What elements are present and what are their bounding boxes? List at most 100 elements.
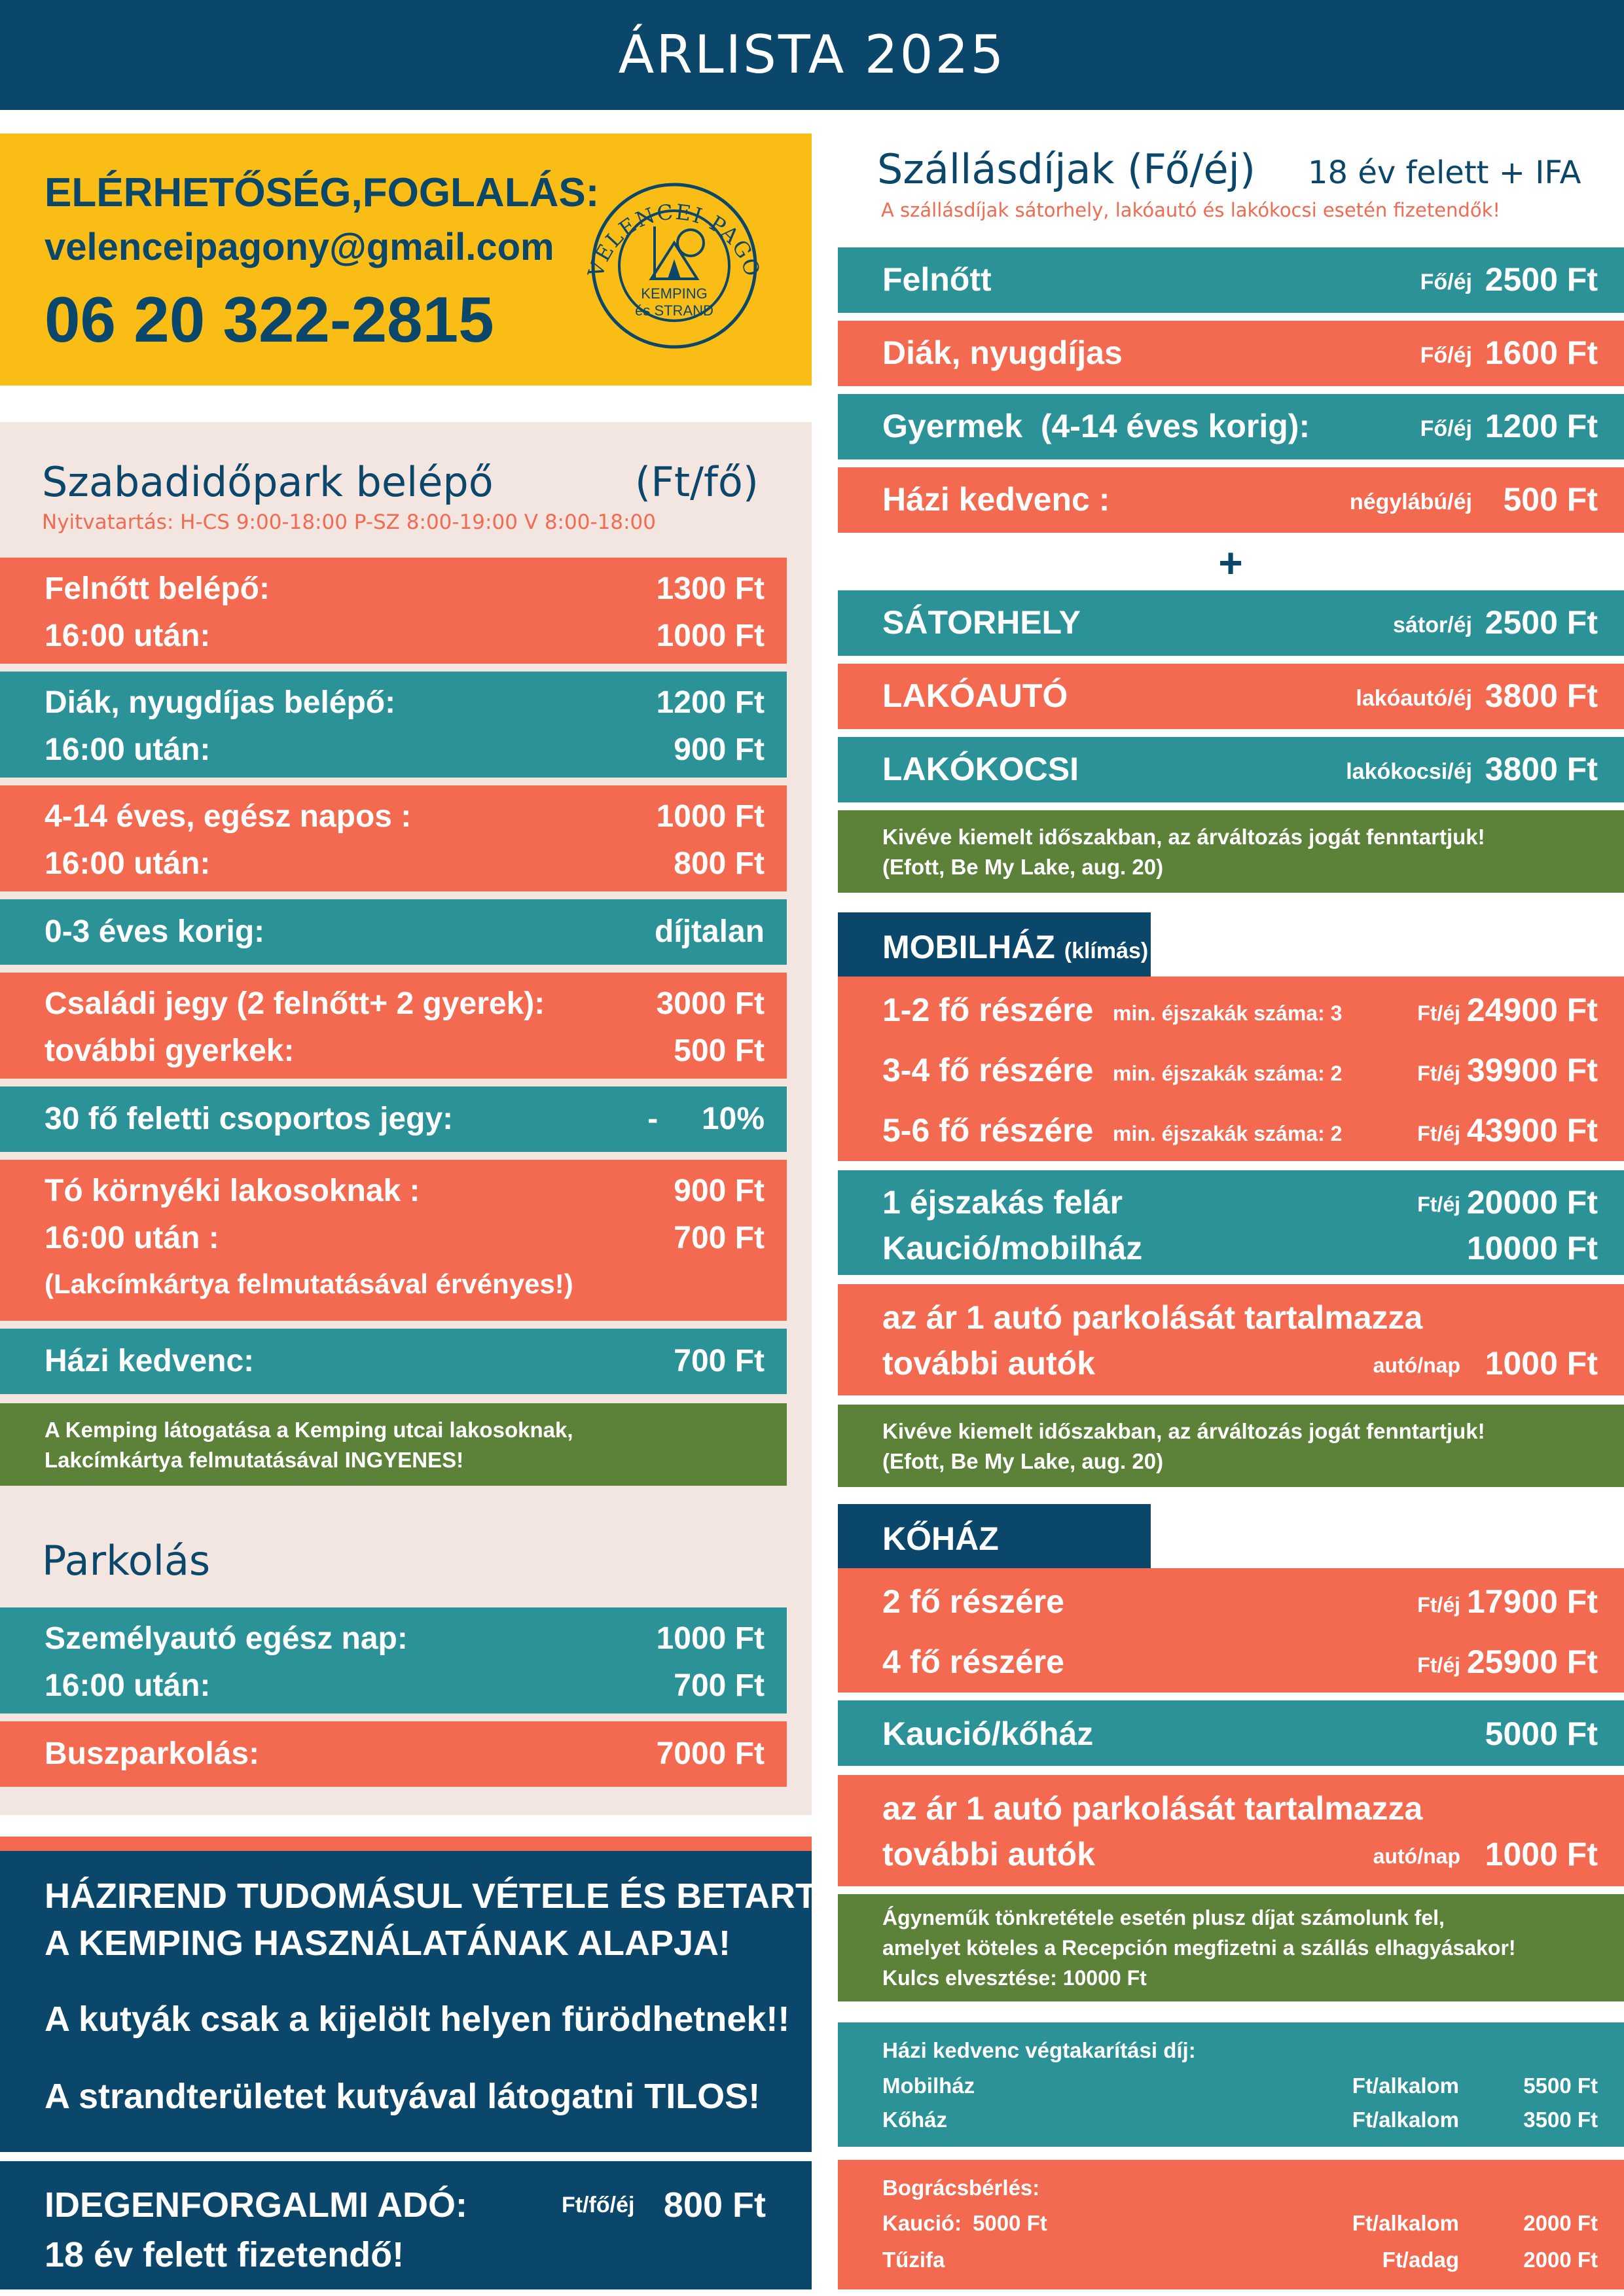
contact-phone[interactable]: 06 20 322-2815 bbox=[45, 283, 494, 355]
mobilhaz-row-label: 3-4 fő részére bbox=[882, 1052, 1094, 1088]
place-row-label: LAKÓKOCSI bbox=[882, 751, 1079, 787]
parking-car-row: Személyautó egész nap: 1000 Ft 16:00 utá… bbox=[0, 1607, 787, 1713]
park-row-value: 1200 Ft bbox=[656, 685, 765, 720]
park-row-value: 3000 Ft bbox=[656, 986, 765, 1021]
place-row-unit: lakóautó/éj bbox=[1356, 686, 1472, 711]
mobilhaz-note-line: Kivéve kiemelt időszakban, az árváltozás… bbox=[882, 1419, 1485, 1443]
acc-row-value: 500 Ft bbox=[1503, 481, 1598, 518]
park-row-label: 16:00 után: bbox=[45, 846, 211, 881]
acc-row-unit: négylábú/éj bbox=[1349, 490, 1472, 514]
kohaz-prices: 2 fő részére Ft/éj 17900 Ft 4 fő részére… bbox=[838, 1568, 1624, 1693]
house-rules: HÁZIREND TUDOMÁSUL VÉTELE ÉS BETARTÁSA A… bbox=[0, 1851, 892, 2152]
mobilhaz-title-sub: (klímás) bbox=[1064, 939, 1149, 963]
accommodation-note-line: (Efott, Be My Lake, aug. 20) bbox=[882, 855, 1164, 879]
bogracs-deposit-label: Kaució: bbox=[882, 2211, 962, 2235]
mobilhaz-row-unit: Ft/éj bbox=[1417, 1062, 1460, 1085]
park-row-value: 700 Ft bbox=[674, 1221, 765, 1255]
accommodation-note: Kivéve kiemelt időszakban, az árváltozás… bbox=[838, 810, 1624, 893]
park-row-label: Tó környéki lakosoknak : bbox=[45, 1174, 420, 1208]
acc-row-unit: Fő/éj bbox=[1420, 343, 1472, 368]
place-row-value: 3800 Ft bbox=[1485, 751, 1598, 787]
contact-email[interactable]: velenceipagony@gmail.com bbox=[45, 226, 554, 268]
park-row-label: további gyerkek: bbox=[45, 1033, 295, 1068]
tax-note: 18 év felett fizetendő! bbox=[45, 2235, 405, 2274]
pet-cleaning: Házi kedvenc végtakarítási díj: Mobilház… bbox=[838, 2022, 1624, 2147]
park-row-value: díjtalan bbox=[654, 914, 765, 949]
park-row-value: 900 Ft bbox=[674, 732, 765, 767]
kohaz-row-label: 2 fő részére bbox=[882, 1583, 1064, 1620]
place-row-value: 3800 Ft bbox=[1485, 677, 1598, 714]
rules-line: HÁZIREND TUDOMÁSUL VÉTELE ÉS BETARTÁSA bbox=[45, 1876, 892, 1916]
acc-row-unit: Fő/éj bbox=[1420, 270, 1472, 295]
acc-row-value: 2500 Ft bbox=[1485, 261, 1598, 298]
park-row-label: 0-3 éves korig: bbox=[45, 914, 265, 949]
pet-cleaning-value: 5500 Ft bbox=[1523, 2073, 1598, 2098]
page-title: ÁRLISTA 2025 bbox=[618, 24, 1006, 85]
park-row-adult: Felnőtt belépő: 1300 Ft 16:00 után: 1000… bbox=[0, 558, 787, 664]
pet-cleaning-unit: Ft/alkalom bbox=[1352, 2073, 1459, 2098]
place-row-unit: lakókocsi/éj bbox=[1346, 759, 1472, 784]
mobilhaz-row-min: min. éjszakák száma: 2 bbox=[1113, 1062, 1343, 1085]
mobilhaz-parking-unit: autó/nap bbox=[1373, 1354, 1460, 1377]
tax-label: IDEGENFORGALMI ADÓ: bbox=[45, 2185, 467, 2225]
contact-box: ELÉRHETŐSÉG,FOGLALÁS: velenceipagony@gma… bbox=[0, 134, 812, 386]
park-row-label: 4-14 éves, egész napos : bbox=[45, 799, 412, 834]
place-row-motorhome: LAKÓAUTÓ lakóautó/éj 3800 Ft bbox=[838, 664, 1624, 729]
kohaz-note-line: Kulcs elvesztése: 10000 Ft bbox=[882, 1966, 1147, 1990]
accommodation-title-right: 18 év felett + IFA bbox=[1308, 154, 1581, 191]
parking-bus-value: 7000 Ft bbox=[656, 1736, 765, 1771]
place-row-label: LAKÓAUTÓ bbox=[882, 677, 1068, 714]
acc-row-unit: Fő/éj bbox=[1420, 416, 1472, 441]
parking-car-after-label: 16:00 után: bbox=[45, 1668, 211, 1703]
kohaz-deposit: Kaució/kőház 5000 Ft bbox=[838, 1700, 1624, 1766]
kohaz-tab: KŐHÁZ bbox=[838, 1504, 1151, 1568]
park-note-line: A Kemping látogatása a Kemping utcai lak… bbox=[45, 1418, 573, 1442]
kohaz-row-value: 17900 Ft bbox=[1466, 1583, 1598, 1620]
bogracs-wood-unit: Ft/adag bbox=[1382, 2248, 1459, 2272]
acc-row-child: Gyermek (4-14 éves korig): Fő/éj 1200 Ft bbox=[838, 394, 1624, 459]
mobilhaz-note-line: (Efott, Be My Lake, aug. 20) bbox=[882, 1449, 1164, 1473]
park-title: Szabadidőpark belépő bbox=[42, 458, 494, 506]
svg-text:VELENCEI PAGONY: VELENCEI PAGONY bbox=[576, 181, 765, 281]
park-row-note: (Lakcímkártya felmutatásával érvényes!) bbox=[45, 1268, 573, 1299]
kohaz-note-line: amelyet köteles a Recepción megfizetni a… bbox=[882, 1936, 1516, 1960]
accommodation-title: Szállásdíjak (Fő/éj) bbox=[877, 145, 1256, 193]
park-row-label: Házi kedvenc: bbox=[45, 1344, 255, 1378]
park-row-value: 900 Ft bbox=[674, 1174, 765, 1208]
mobilhaz-extra-unit: Ft/éj bbox=[1417, 1193, 1460, 1216]
pet-cleaning-label: Mobilház bbox=[882, 2073, 975, 2098]
acc-row-label: Felnőtt bbox=[882, 261, 992, 298]
kohaz-note-line: Ágyneműk tönkretétele esetén plusz díjat… bbox=[882, 1906, 1445, 1929]
tax-unit: Ft/fő/éj bbox=[562, 2193, 635, 2217]
parking-car-after-value: 700 Ft bbox=[674, 1668, 765, 1703]
mobilhaz-row-value: 24900 Ft bbox=[1466, 992, 1598, 1028]
park-row-label: 16:00 után : bbox=[45, 1221, 219, 1255]
mobilhaz-extra-label: 1 éjszakás felár bbox=[882, 1184, 1123, 1221]
kohaz-row-unit: Ft/éj bbox=[1417, 1593, 1460, 1617]
park-row-value: - 10% bbox=[647, 1102, 765, 1136]
mobilhaz-deposit-label: Kaució/mobilház bbox=[882, 1230, 1143, 1266]
parking-car-value: 1000 Ft bbox=[656, 1621, 765, 1656]
mobilhaz-row-value: 39900 Ft bbox=[1466, 1052, 1598, 1088]
mobilhaz-row-unit: Ft/éj bbox=[1417, 1001, 1460, 1025]
bogracs-title: Bográcsbérlés: bbox=[882, 2176, 1040, 2200]
bogracs-wood-label: Tűzifa bbox=[882, 2248, 945, 2272]
mobilhaz-tab: MOBILHÁZ (klímás) bbox=[838, 912, 1151, 977]
place-row-unit: sátor/éj bbox=[1393, 613, 1472, 637]
parking-title: Parkolás bbox=[42, 1537, 211, 1585]
mobilhaz-parking: az ár 1 autó parkolását tartalmazza tová… bbox=[838, 1284, 1624, 1395]
acc-row-label: Gyermek (4-14 éves korig): bbox=[882, 408, 1310, 444]
header-bar: ÁRLISTA 2025 bbox=[0, 0, 1624, 110]
park-row-value: 800 Ft bbox=[674, 846, 765, 881]
mobilhaz-row-value: 43900 Ft bbox=[1466, 1112, 1598, 1149]
mobilhaz-extra: 1 éjszakás felár Ft/éj 20000 Ft Kaució/m… bbox=[838, 1170, 1624, 1275]
mobilhaz-title-text: MOBILHÁZ bbox=[882, 929, 1055, 965]
rules-line: A strandterületet kutyával látogatni TIL… bbox=[45, 2077, 761, 2116]
park-row-label: Felnőtt belépő: bbox=[45, 571, 270, 606]
logo-line1: KEMPING bbox=[641, 285, 707, 302]
park-row-value: 500 Ft bbox=[674, 1033, 765, 1068]
acc-row-student: Diák, nyugdíjas Fő/éj 1600 Ft bbox=[838, 321, 1624, 386]
park-row-family: Családi jegy (2 felnőtt+ 2 gyerek): 3000… bbox=[0, 973, 787, 1079]
park-row-value: 1300 Ft bbox=[656, 571, 765, 606]
pet-cleaning-value: 3500 Ft bbox=[1523, 2108, 1598, 2132]
